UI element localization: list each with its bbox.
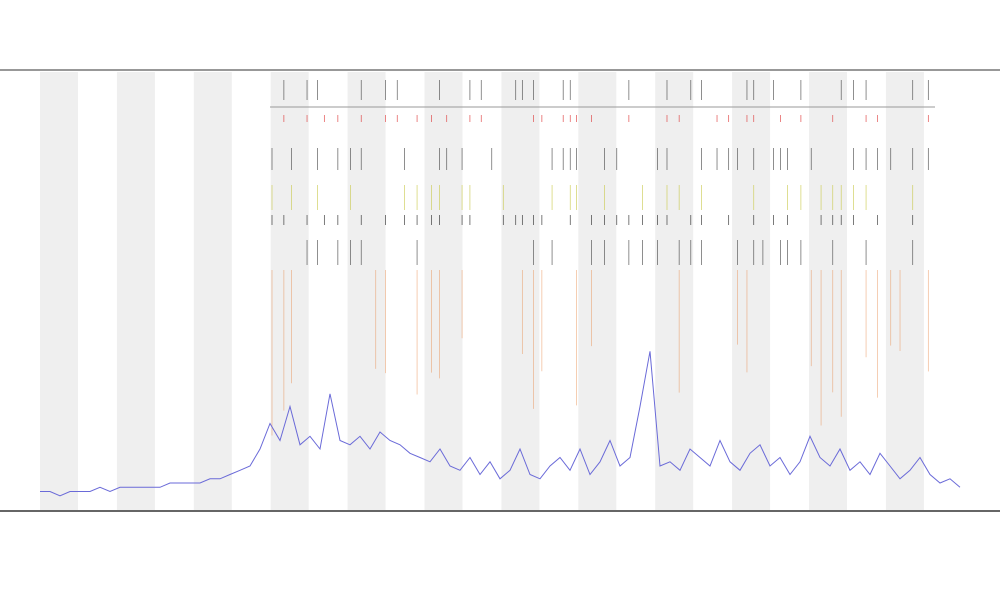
band bbox=[578, 72, 617, 510]
band bbox=[40, 72, 78, 510]
band bbox=[501, 72, 540, 510]
band bbox=[655, 72, 694, 510]
background-bands bbox=[40, 72, 924, 510]
band bbox=[424, 72, 463, 510]
band bbox=[116, 72, 155, 510]
band bbox=[885, 72, 924, 510]
band bbox=[270, 72, 309, 510]
data-line bbox=[40, 351, 961, 497]
band bbox=[193, 72, 232, 510]
band bbox=[347, 72, 386, 510]
event-ticks bbox=[271, 80, 929, 436]
band bbox=[732, 72, 771, 510]
band bbox=[809, 72, 847, 510]
